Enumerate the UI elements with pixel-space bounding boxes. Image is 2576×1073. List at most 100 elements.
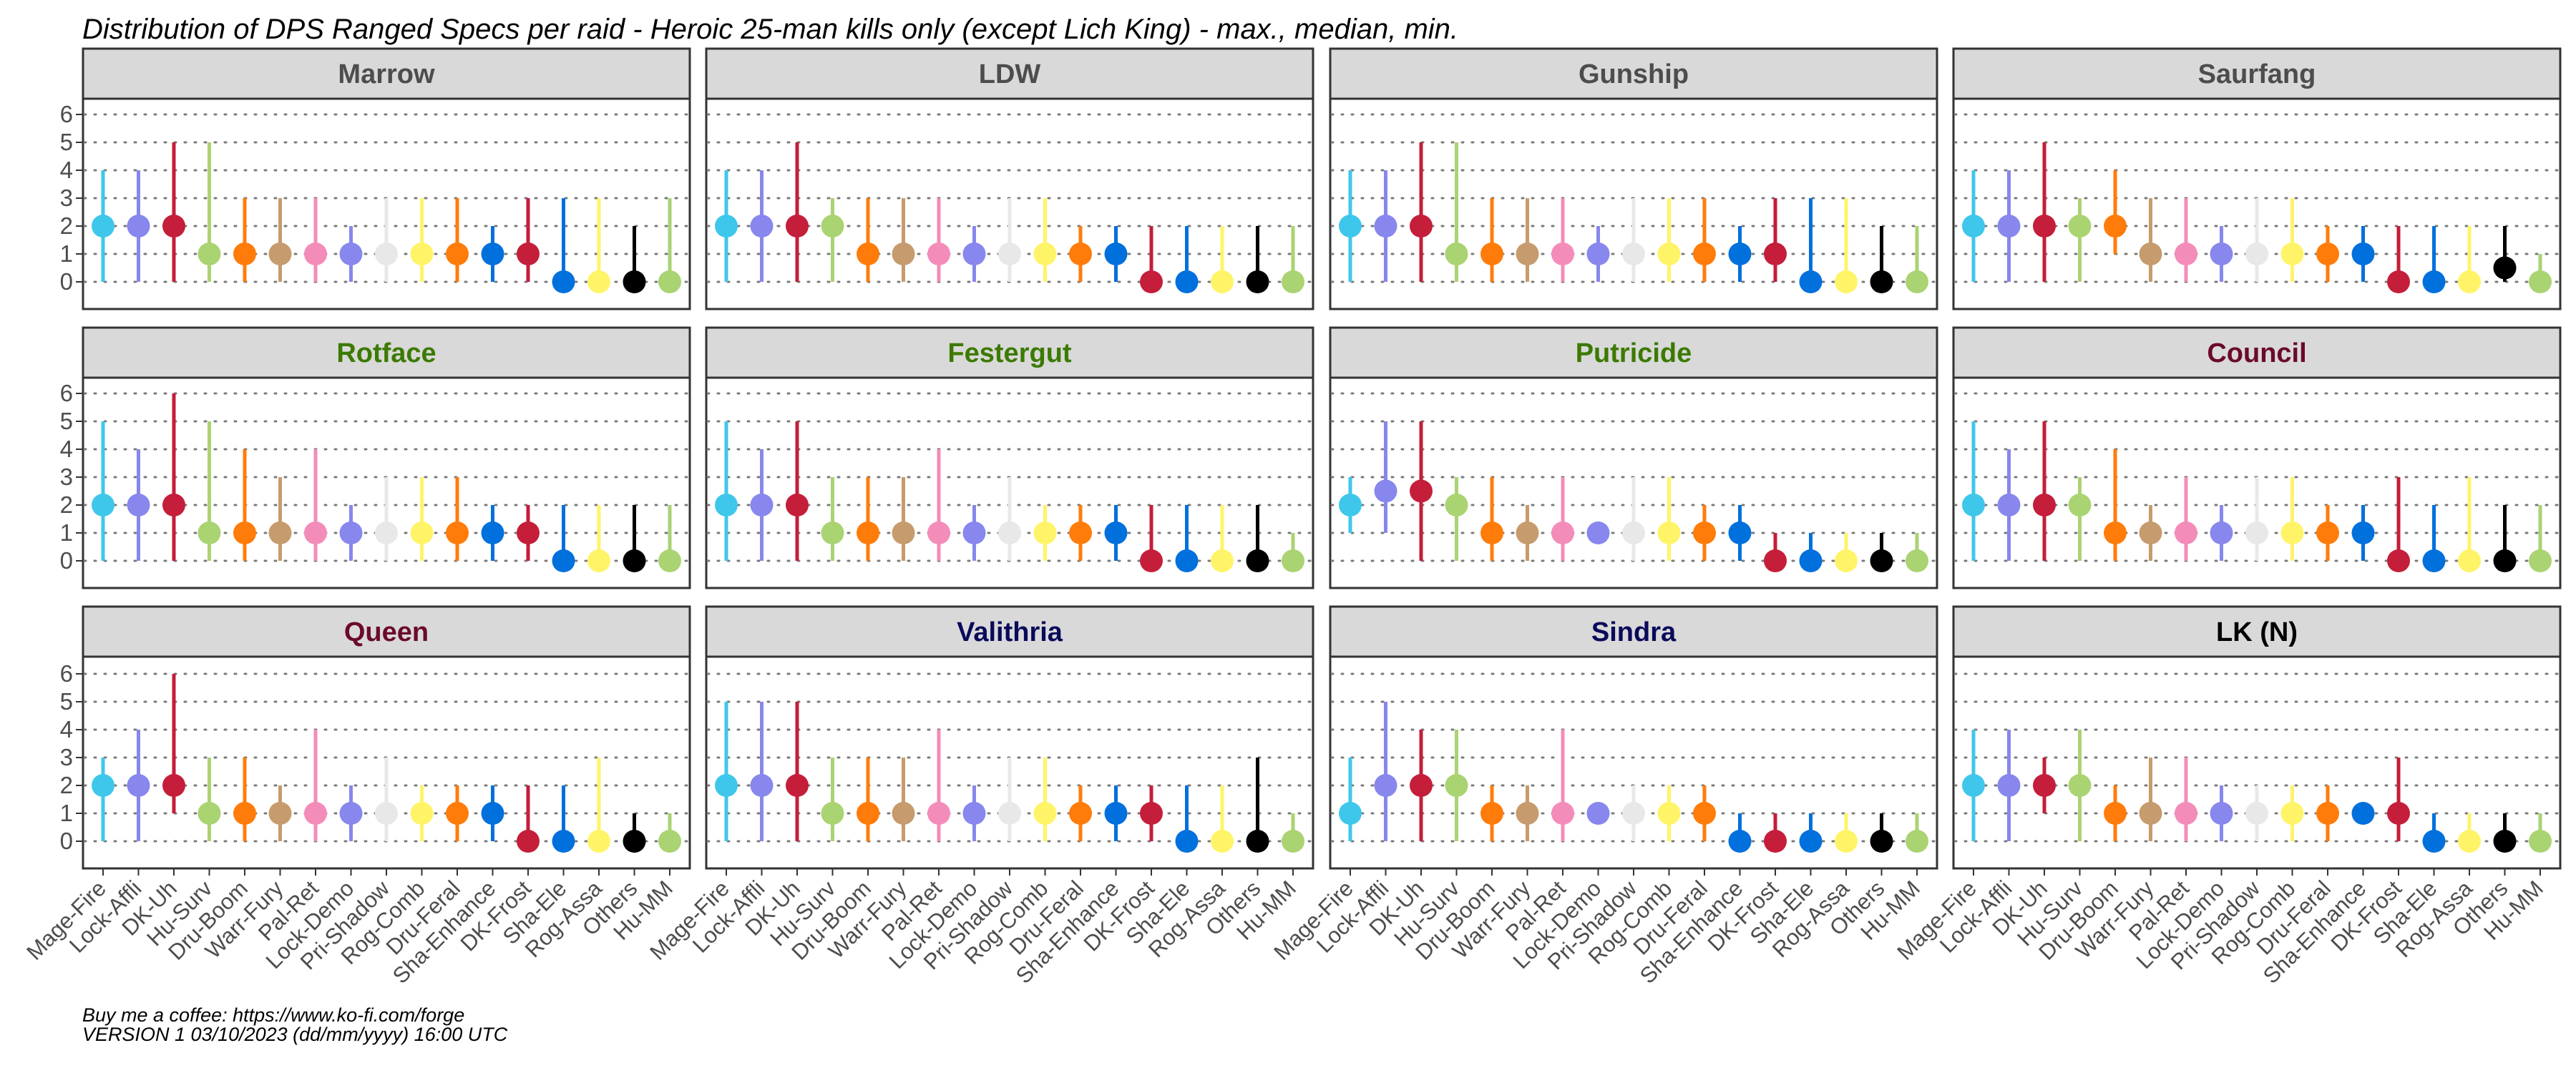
median-point-hu-mm bbox=[1282, 549, 1304, 572]
median-point-pri-shadow bbox=[998, 242, 1021, 265]
median-point-dk-uh bbox=[2033, 774, 2056, 797]
chart-title: Distribution of DPS Ranged Specs per rai… bbox=[82, 14, 1458, 45]
strip-label: Saurfang bbox=[2198, 59, 2316, 89]
y-tick-label: 2 bbox=[60, 772, 73, 798]
y-tick-label: 4 bbox=[60, 436, 73, 462]
median-point-pal-ret bbox=[1551, 242, 1574, 265]
median-point-sha-ele bbox=[552, 549, 575, 572]
median-point-lock-affli bbox=[127, 494, 150, 516]
x-axis-labels: Mage-FireLock-AffliDK-UhHu-SurvDru-BoomW… bbox=[21, 868, 2548, 989]
strip-background bbox=[1952, 47, 2562, 100]
strip-background bbox=[82, 47, 691, 100]
y-tick-label: 0 bbox=[60, 547, 73, 574]
median-point-pri-shadow bbox=[1622, 521, 1645, 544]
median-point-hu-mm bbox=[1906, 830, 1928, 853]
median-point-dk-uh bbox=[162, 215, 185, 237]
median-point-mage-fire bbox=[715, 215, 738, 237]
median-point-sha-enhance bbox=[2351, 521, 2375, 544]
median-point-rog-comb bbox=[410, 521, 434, 544]
median-point-dru-boom bbox=[2104, 215, 2127, 237]
median-point-rog-comb bbox=[2280, 521, 2304, 544]
strip-label: Rotface bbox=[336, 338, 436, 368]
median-point-rog-assa bbox=[2458, 270, 2481, 293]
median-point-pri-shadow bbox=[998, 521, 1021, 544]
median-point-hu-surv bbox=[821, 802, 844, 825]
median-point-rog-assa bbox=[1211, 549, 1234, 572]
median-point-dru-feral bbox=[1693, 521, 1716, 544]
median-point-rog-comb bbox=[1033, 802, 1057, 825]
median-point-rog-assa bbox=[587, 270, 610, 293]
facet-panel-sindra: Sindra bbox=[1329, 605, 1938, 870]
median-point-rog-assa bbox=[1835, 270, 1858, 293]
median-point-lock-affli bbox=[1374, 774, 1397, 797]
median-point-others bbox=[2493, 256, 2517, 280]
strip-background bbox=[705, 326, 1314, 379]
strip-label: LK (N) bbox=[2216, 617, 2298, 647]
median-point-dru-boom bbox=[233, 802, 256, 825]
facet-panel-valithria: Valithria bbox=[705, 605, 1314, 870]
median-point-dk-frost bbox=[517, 242, 540, 265]
median-point-sha-ele bbox=[1799, 270, 1823, 293]
median-point-hu-mm bbox=[2529, 830, 2552, 853]
median-point-pal-ret bbox=[304, 521, 327, 544]
median-point-rog-assa bbox=[2458, 549, 2481, 572]
median-point-hu-surv bbox=[1445, 494, 1468, 516]
median-point-hu-mm bbox=[658, 830, 681, 853]
median-point-mage-fire bbox=[92, 215, 114, 237]
median-point-lock-affli bbox=[127, 774, 150, 797]
footer-line-2: VERSION 1 03/10/2023 (dd/mm/yyyy) 16:00 … bbox=[82, 1024, 508, 1045]
strip-background bbox=[705, 47, 1314, 100]
median-point-dru-boom bbox=[233, 242, 256, 265]
y-tick-label: 1 bbox=[60, 519, 73, 546]
median-point-dru-boom bbox=[233, 521, 256, 544]
median-point-sha-ele bbox=[1175, 830, 1199, 853]
median-point-dk-frost bbox=[2387, 802, 2410, 825]
median-point-dk-frost bbox=[1764, 549, 1787, 572]
median-point-lock-demo bbox=[2210, 802, 2233, 825]
median-point-pri-shadow bbox=[2245, 802, 2268, 825]
median-point-dk-uh bbox=[2033, 215, 2056, 237]
median-point-others bbox=[1870, 549, 1893, 572]
strip-label: Sindra bbox=[1591, 617, 1677, 647]
median-point-dru-boom bbox=[857, 802, 879, 825]
y-tick-label: 5 bbox=[60, 129, 73, 155]
median-point-lock-affli bbox=[1997, 494, 2021, 516]
strip-label: Marrow bbox=[338, 59, 435, 89]
median-point-dk-uh bbox=[1410, 774, 1433, 797]
median-point-hu-surv bbox=[2068, 774, 2092, 797]
median-point-dru-boom bbox=[857, 521, 879, 544]
facet-panel-putricide: Putricide bbox=[1329, 326, 1938, 589]
median-point-dru-feral bbox=[1069, 521, 1092, 544]
median-point-dru-feral bbox=[1069, 242, 1092, 265]
median-point-pal-ret bbox=[1551, 802, 1574, 825]
y-tick-label: 2 bbox=[60, 491, 73, 518]
median-point-lock-affli bbox=[1374, 215, 1397, 237]
facet-panel-saurfang: Saurfang bbox=[1952, 47, 2562, 310]
median-point-lock-affli bbox=[1374, 479, 1397, 503]
median-point-sha-enhance bbox=[1728, 521, 1752, 544]
median-point-mage-fire bbox=[92, 494, 114, 516]
median-point-lock-demo bbox=[339, 242, 363, 265]
median-point-rog-comb bbox=[2280, 242, 2304, 265]
median-point-sha-ele bbox=[1175, 549, 1199, 572]
median-point-hu-mm bbox=[2529, 270, 2552, 293]
median-point-pal-ret bbox=[2175, 802, 2197, 825]
strip-label: Valithria bbox=[957, 617, 1063, 647]
median-point-mage-fire bbox=[1962, 215, 1985, 237]
median-point-warr-fury bbox=[892, 802, 915, 825]
median-point-lock-demo bbox=[962, 802, 986, 825]
y-tick-label: 3 bbox=[60, 744, 73, 770]
strip-label: Queen bbox=[344, 617, 429, 647]
y-tick-label: 6 bbox=[60, 660, 73, 687]
median-point-hu-surv bbox=[1445, 774, 1468, 797]
median-point-dk-uh bbox=[1410, 479, 1433, 503]
median-point-dru-boom bbox=[2104, 802, 2127, 825]
median-point-mage-fire bbox=[92, 774, 114, 797]
median-point-lock-affli bbox=[1997, 774, 2021, 797]
median-point-sha-enhance bbox=[1104, 242, 1128, 265]
median-point-others bbox=[623, 549, 646, 572]
median-point-mage-fire bbox=[1339, 494, 1362, 516]
y-tick-label: 0 bbox=[60, 268, 73, 295]
